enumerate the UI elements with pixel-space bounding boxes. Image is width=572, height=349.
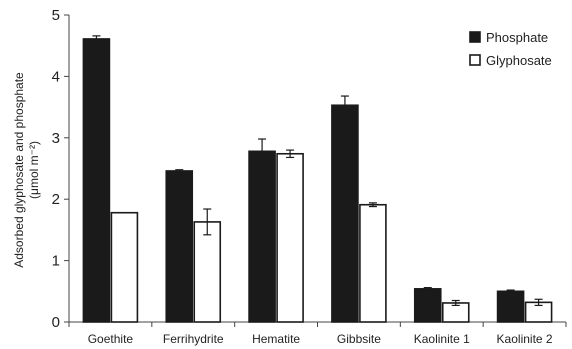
- bar-glyphosate: [193, 221, 222, 323]
- y-axis-ticks: 0 1 2 3 4 5: [52, 7, 69, 331]
- x-tick-label: Gibbsite: [337, 332, 381, 346]
- bar-phosphate: [248, 150, 276, 323]
- x-tick-label: Kaolinite 1: [414, 332, 470, 346]
- legend-swatch-phosphate: [469, 31, 481, 43]
- legend-swatch-glyphosate: [469, 54, 481, 66]
- bar-phosphate: [165, 170, 194, 323]
- plot-area: [68, 15, 566, 323]
- bar-phosphate: [413, 288, 442, 323]
- bar-phosphate: [496, 290, 525, 323]
- legend-label-phosphate: Phosphate: [486, 30, 548, 45]
- bar-glyphosate: [110, 211, 139, 323]
- x-tick-label: Ferrihydrite: [163, 332, 224, 346]
- bar-phosphate: [82, 38, 111, 323]
- bar-glyphosate: [276, 152, 304, 323]
- bar-phosphate: [331, 104, 359, 323]
- x-tick-label: Hematite: [252, 332, 300, 346]
- y-axis-label-line2: (μmol m⁻²): [27, 141, 41, 199]
- y-tick-label: 4: [52, 68, 60, 85]
- y-axis-label-line1: Adsorbed glyphosate and phosphate: [12, 72, 26, 268]
- x-tick-label: Kaolinite 2: [497, 332, 553, 346]
- x-axis-ticks: Goethite Ferrihydrite Hematite Gibbsite Kaol…: [68, 322, 567, 346]
- legend-label-glyphosate: Glyphosate: [486, 53, 552, 68]
- x-tick-label: Goethite: [88, 332, 134, 346]
- bar-glyphosate: [359, 203, 387, 323]
- y-tick-label: 2: [52, 191, 60, 208]
- y-tick-label: 1: [52, 253, 60, 270]
- y-tick-label: 5: [52, 7, 60, 24]
- legend: Phosphate Glyphosate: [469, 30, 552, 68]
- y-tick-label: 3: [52, 130, 60, 147]
- y-tick-label: 0: [52, 314, 60, 331]
